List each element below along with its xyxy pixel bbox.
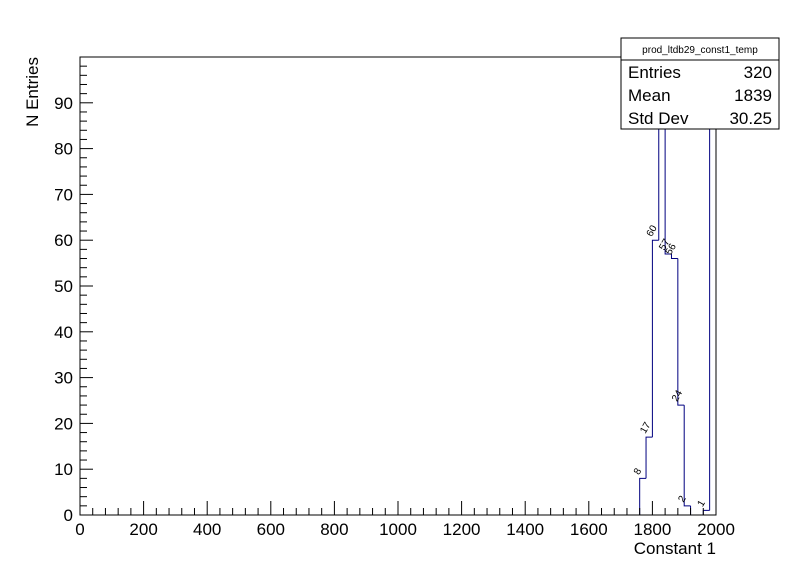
y-axis: 0 10 20 30 40 50 60 70 80 90	[54, 65, 93, 525]
y-tick-label: 30	[54, 369, 73, 388]
y-tick-label: 60	[54, 231, 73, 250]
x-tick-label: 400	[193, 520, 221, 539]
y-axis-title: N Entries	[23, 57, 42, 127]
bin-value-label: 60	[645, 223, 660, 239]
x-tick-label: 200	[129, 520, 157, 539]
histogram-bin	[645, 436, 653, 479]
x-tick-label: 0	[75, 520, 84, 539]
y-tick-label: 10	[54, 460, 73, 479]
x-tick-label: 1600	[570, 520, 608, 539]
y-tick-label: 20	[54, 414, 73, 433]
y-tick-label: 0	[64, 506, 73, 525]
bin-value-label: 1	[696, 498, 709, 509]
bin-value-label: 8	[632, 466, 645, 477]
histogram-bin	[683, 405, 691, 507]
x-tick-label: 1200	[443, 520, 481, 539]
histogram-bin	[639, 477, 647, 515]
stats-mean-value: 1839	[734, 86, 772, 105]
histogram-bin	[677, 258, 685, 406]
bin-value-label: 2	[676, 494, 689, 505]
bin-value-label: 17	[638, 420, 653, 436]
stats-box-title: prod_ltdb29_const1_temp	[642, 45, 758, 56]
bin-value-label: 56	[664, 242, 679, 258]
x-tick-label: 600	[257, 520, 285, 539]
y-tick-label: 70	[54, 185, 73, 204]
bin-value-label: 24	[670, 388, 685, 404]
x-tick-label: 1000	[379, 520, 417, 539]
stats-entries-value: 320	[744, 63, 772, 82]
stats-entries-label: Entries	[628, 63, 681, 82]
x-tick-label: 1400	[506, 520, 544, 539]
stats-mean-label: Mean	[628, 86, 671, 105]
stats-stddev-label: Std Dev	[628, 109, 689, 128]
bin-value-label: 57	[657, 237, 672, 253]
histogram-bin	[651, 239, 659, 438]
y-tick-label: 90	[54, 94, 73, 113]
stats-stddev-value: 30.25	[729, 109, 772, 128]
y-tick-label: 80	[54, 140, 73, 159]
x-axis-title: Constant 1	[634, 539, 716, 558]
y-tick-label: 40	[54, 323, 73, 342]
x-tick-label: 2000	[697, 520, 735, 539]
histogram-bin	[670, 253, 678, 260]
x-tick-label: 1800	[633, 520, 671, 539]
x-axis: 0 200 400 600 800 1000 1200 1400 1600 1800 2000	[75, 501, 735, 539]
stats-box: prod_ltdb29_const1_temp Entries 320 Mean…	[620, 37, 780, 130]
y-tick-label: 50	[54, 277, 73, 296]
stats-box-frame	[620, 37, 780, 130]
x-tick-label: 800	[320, 520, 348, 539]
